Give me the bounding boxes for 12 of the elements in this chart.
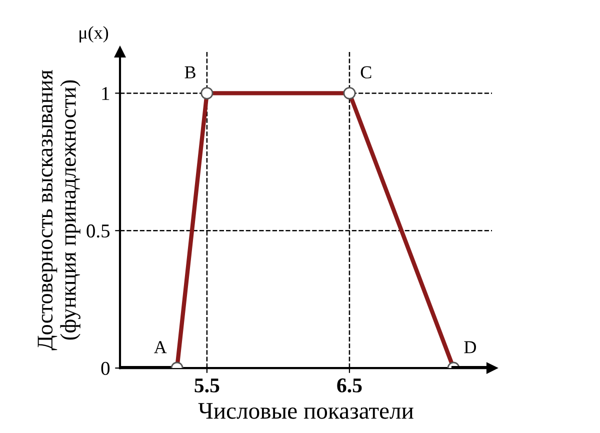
annotation: C — [360, 66, 372, 78]
text: μ(x) — [80, 26, 108, 42]
annotation: D — [464, 341, 476, 354]
y-axis-title: Достоверность высказывания (функция принадлежности) — [38, 70, 80, 350]
x-tick-label: 5.5 — [194, 378, 220, 393]
y-tick-label: 0 — [101, 362, 110, 375]
annotation: B — [184, 66, 196, 78]
y-tick-label: 0.5 — [86, 224, 110, 238]
x-axis-title: Числовые показатели — [198, 403, 414, 419]
y-tick-label: 1 — [102, 87, 110, 100]
x-tick-label: 6.5 — [337, 378, 362, 393]
annotation: A — [154, 341, 167, 354]
